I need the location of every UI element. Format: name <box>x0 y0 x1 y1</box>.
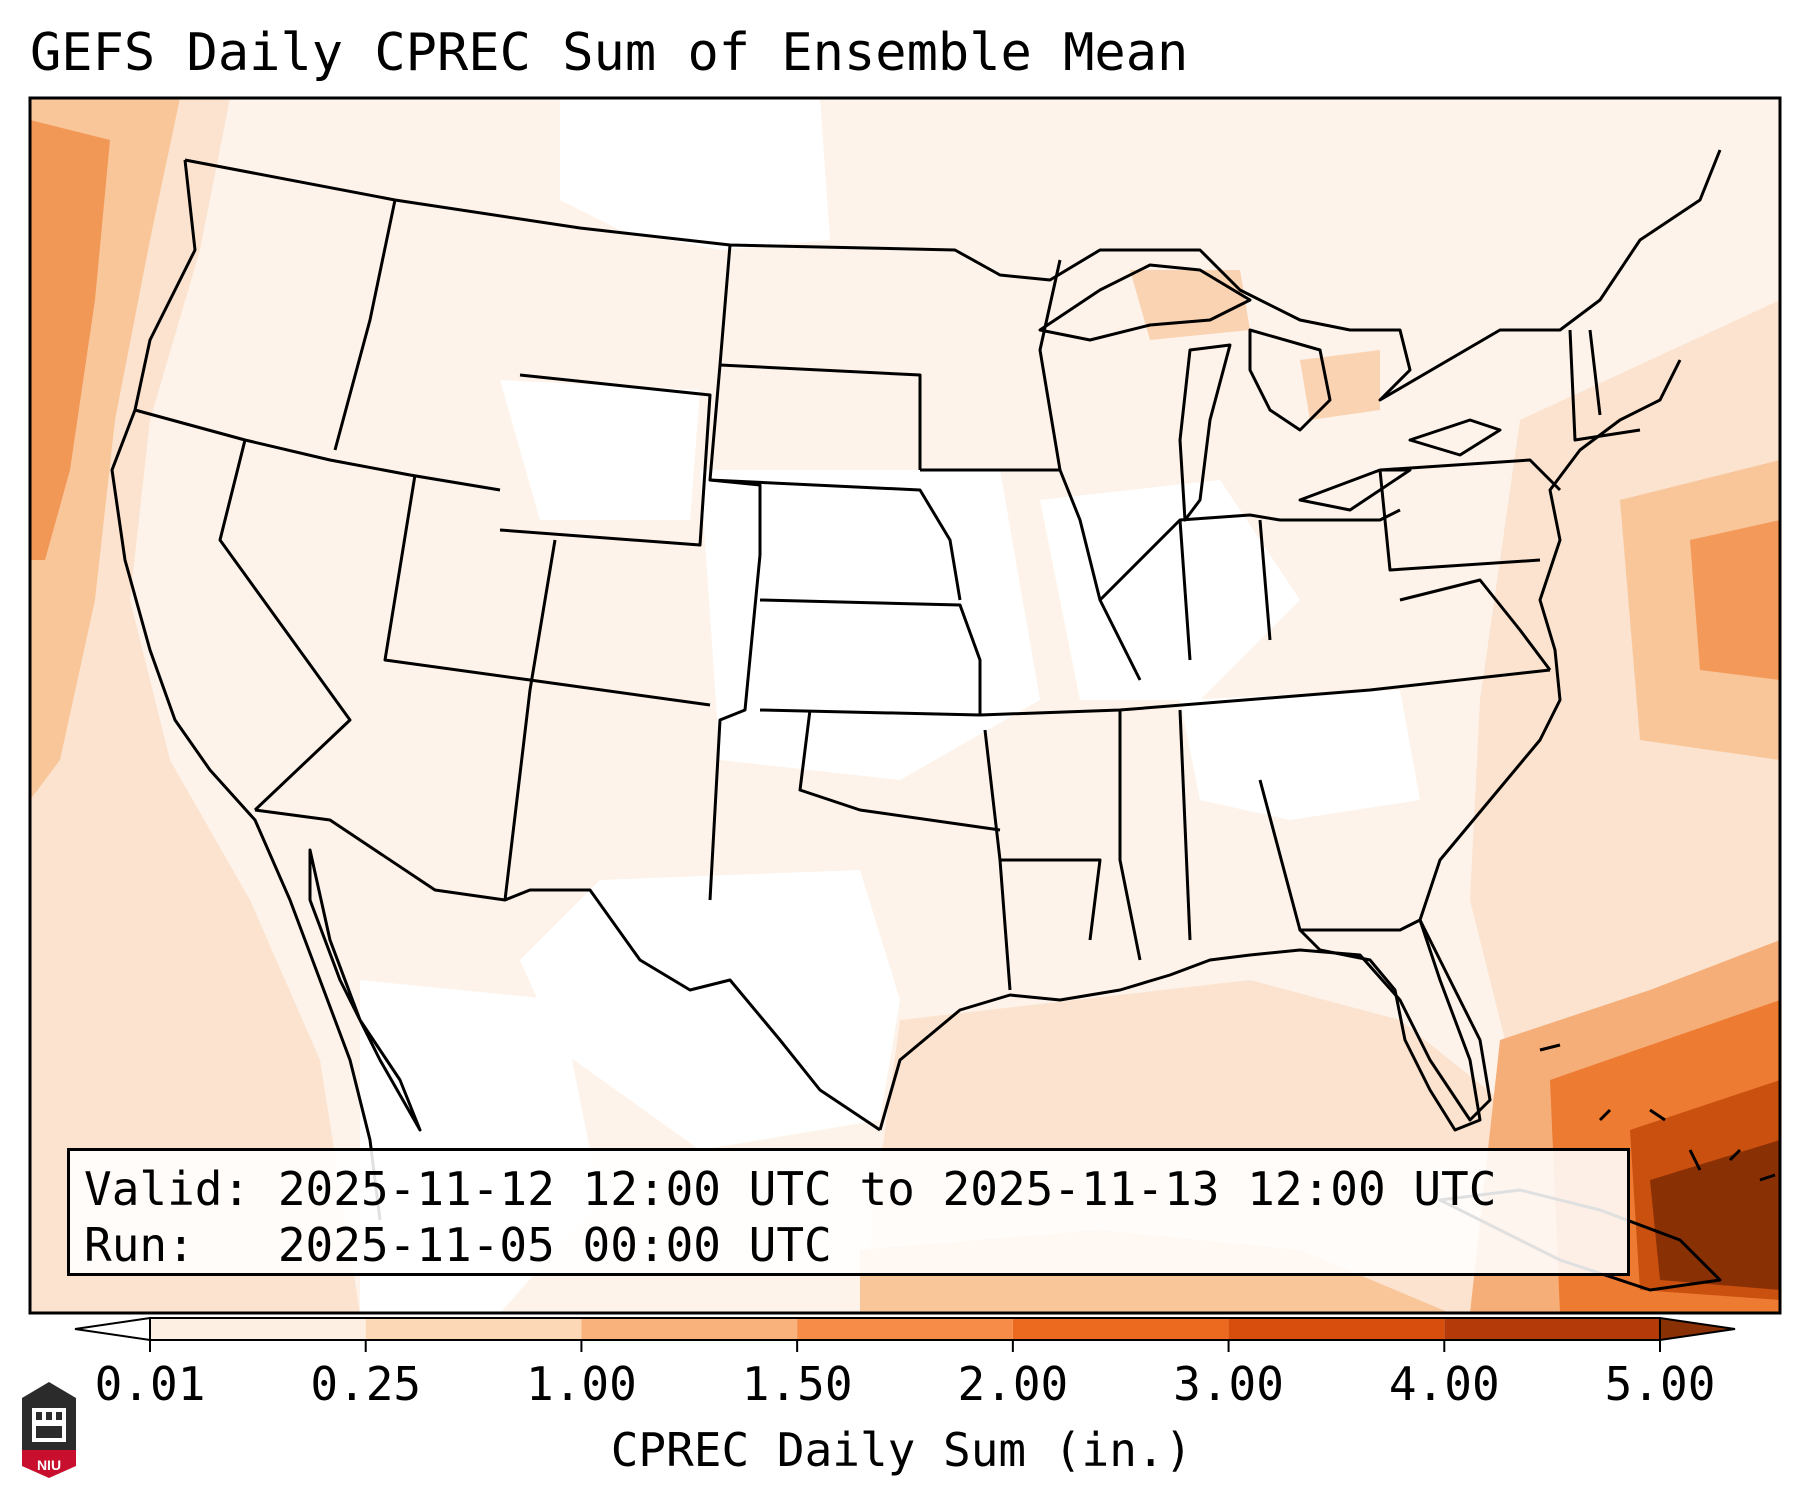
colorbar-bin <box>581 1318 798 1340</box>
boundaries <box>110 149 1776 1292</box>
colorbar-tick-label: 1.50 <box>742 1357 853 1411</box>
lake-erie <box>1298 468 1412 512</box>
colorbar-under-arrow <box>74 1316 151 1342</box>
colorbar-bin <box>1228 1318 1445 1340</box>
lake-superior <box>1038 263 1252 342</box>
colorbar-bin <box>797 1318 1013 1340</box>
run-time-line: Run: 2025-11-05 00:00 UTC <box>84 1218 832 1272</box>
lake-ontario <box>1408 418 1502 457</box>
pacific-coastline <box>110 159 382 1221</box>
valid-run-infobox: Valid: 2025-11-12 12:00 UTC to 2025-11-1… <box>67 1148 1630 1276</box>
colorbar-tick-label: 3.00 <box>1173 1357 1284 1411</box>
lake-huron <box>1248 328 1332 432</box>
atlantic-coastline <box>1418 359 1682 921</box>
colorbar-over-arrow <box>1659 1316 1736 1342</box>
colorbar-bin <box>1444 1318 1660 1340</box>
baja-california <box>308 848 422 1132</box>
country-border-north <box>184 149 1722 402</box>
colorbar-tick-label: 4.00 <box>1389 1357 1500 1411</box>
map-title: GEFS Daily CPREC Sum of Ensemble Mean <box>30 23 1189 83</box>
valid-time-line: Valid: 2025-11-12 12:00 UTC to 2025-11-1… <box>84 1162 1497 1216</box>
colorbar-bin <box>365 1318 582 1340</box>
colorbar-group: 0.01 0.25 1.00 1.50 2.00 3.00 4.00 5.00 <box>74 1316 1736 1411</box>
colorbar-tick-label: 0.01 <box>95 1357 206 1411</box>
lake-michigan <box>1178 343 1232 522</box>
colorbar-tick-label: 0.25 <box>310 1357 421 1411</box>
map-frame <box>28 96 1782 1315</box>
colorbar-tick-label: 1.00 <box>526 1357 637 1411</box>
colorbar-tick-label: 5.00 <box>1605 1357 1716 1411</box>
colorbar-bin <box>150 1318 366 1340</box>
niu-logo-icon: NIU <box>22 1382 76 1478</box>
colorbar-bin <box>1012 1318 1229 1340</box>
mexico-border <box>254 808 881 1132</box>
colorbar-tick-label: 2.00 <box>957 1357 1068 1411</box>
colorbar-outline <box>149 1317 1661 1341</box>
colorbar-label: CPREC Daily Sum (in.) <box>610 1423 1193 1477</box>
logo-text: NIU <box>37 1457 61 1473</box>
gulf-coastline <box>878 919 1492 1131</box>
florida <box>1298 918 1482 1132</box>
